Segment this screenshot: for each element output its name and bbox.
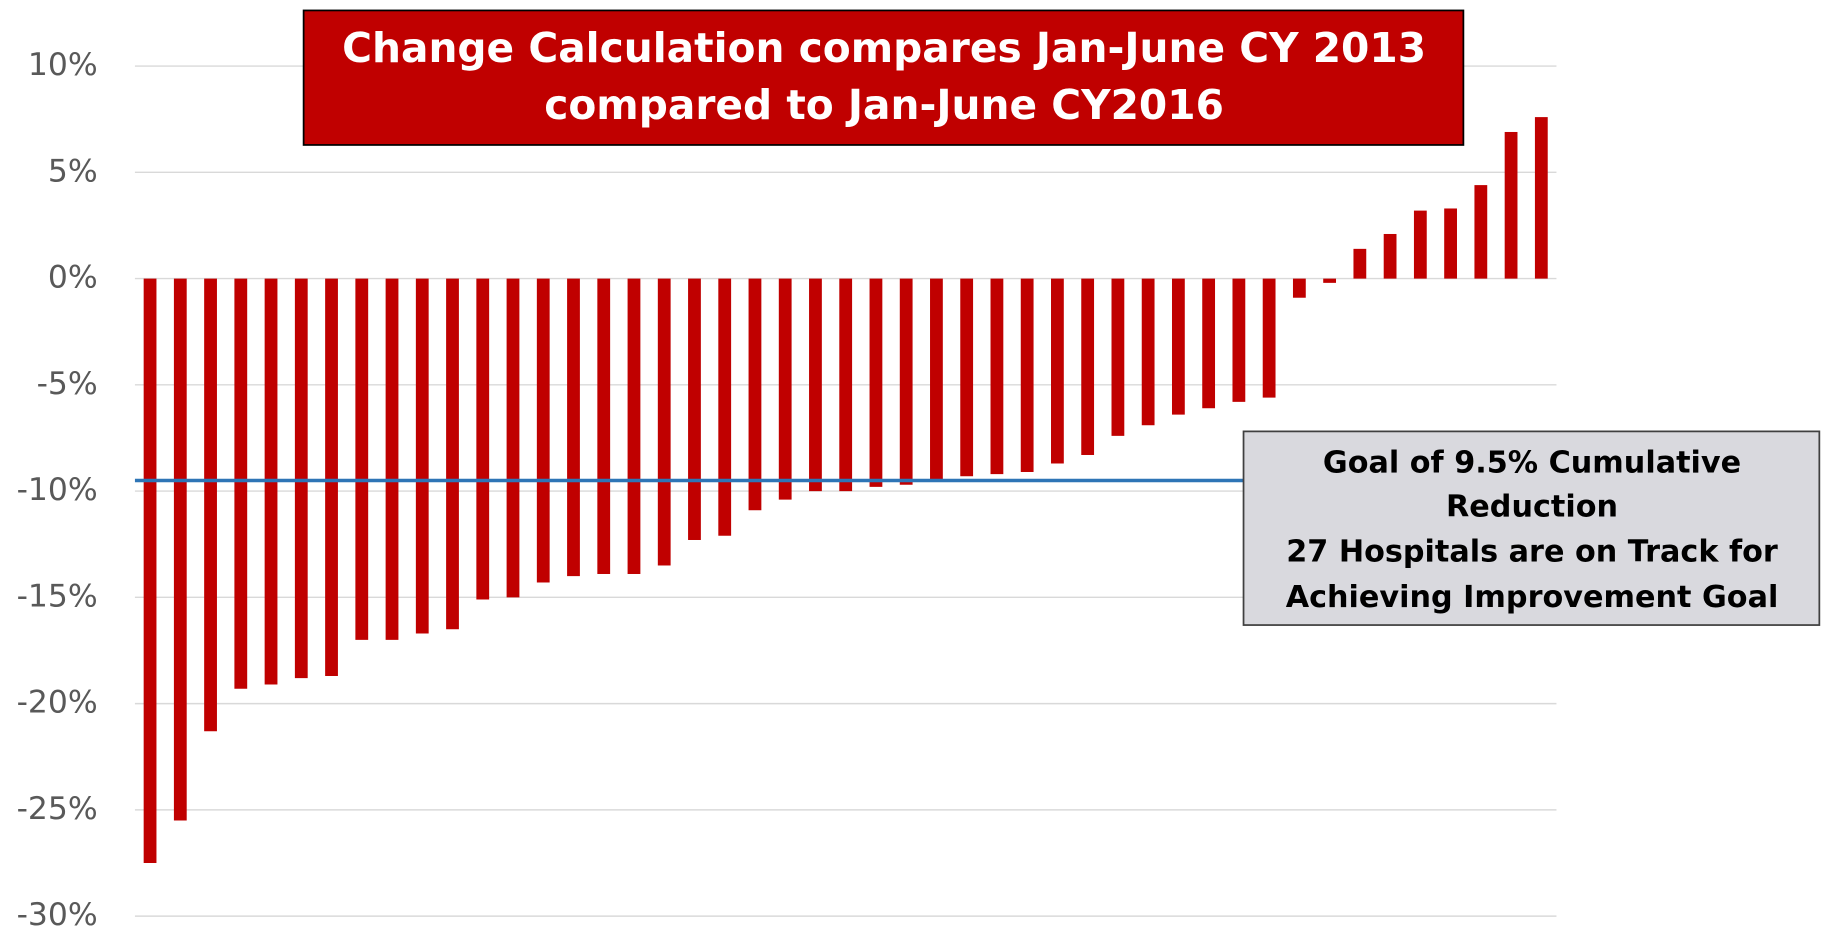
bar [446, 278, 459, 630]
bar [627, 278, 641, 574]
y-tick-label: -25% [17, 791, 98, 827]
bar [1383, 233, 1397, 279]
bar [990, 278, 1004, 475]
bar [294, 278, 308, 679]
bar [597, 278, 611, 574]
annotation: Reduction [1446, 489, 1618, 524]
bar [143, 278, 157, 863]
y-tick-label: 10% [28, 47, 98, 83]
bar [476, 278, 490, 600]
bar [1474, 185, 1488, 279]
bar [688, 278, 701, 540]
bar [718, 278, 732, 536]
y-tick-label: -5% [37, 366, 98, 402]
bar [748, 278, 762, 511]
bar [1202, 278, 1216, 409]
annotation: Goal of 9.5% Cumulative [1323, 445, 1741, 480]
bar [1413, 210, 1427, 279]
chart-title: compared to Jan-June CY2016 [544, 81, 1224, 129]
bar [839, 278, 853, 492]
title-box [302, 9, 1465, 146]
chart-title: Change Calculation compares Jan-June CY … [342, 24, 1426, 72]
bar [1232, 278, 1246, 402]
bar [325, 278, 338, 676]
bar [1323, 278, 1337, 283]
y-tick-label: -30% [17, 897, 98, 933]
bar [657, 278, 671, 566]
bar [809, 278, 822, 492]
bar [415, 278, 429, 634]
annotation: Achieving Improvement Goal [1286, 580, 1779, 615]
y-tick-label: -20% [17, 685, 98, 721]
bar [536, 278, 550, 583]
bar [1534, 117, 1548, 279]
bar [1292, 278, 1306, 298]
bar [204, 278, 217, 732]
y-tick-label: -10% [17, 472, 98, 508]
bar [385, 278, 399, 640]
bar [930, 278, 943, 481]
bar [506, 278, 520, 598]
bar [355, 278, 369, 640]
y-tick-label: -15% [17, 578, 98, 614]
bar [1141, 278, 1155, 426]
y-tick-label: 5% [48, 153, 98, 189]
y-tick-label: 0% [48, 260, 98, 296]
bar [899, 278, 913, 485]
bars [143, 117, 1548, 863]
bar [1081, 278, 1095, 455]
annotation-box [1242, 430, 1821, 626]
bar [778, 278, 792, 500]
bar [567, 278, 580, 577]
bar [173, 278, 187, 821]
bar [1020, 278, 1034, 472]
bar [1262, 278, 1276, 398]
bar [1504, 131, 1518, 279]
bar [1171, 278, 1185, 415]
bar [1111, 278, 1125, 436]
bar [960, 278, 974, 477]
bar [1051, 278, 1064, 464]
bar [869, 278, 883, 487]
bar [234, 278, 248, 689]
bar [1353, 248, 1367, 279]
y-axis: 10% 5% 0% -5% -10% -15% -20% -25% -30% [17, 47, 98, 933]
annotation: 27 Hospitals are on Track for [1286, 535, 1778, 570]
bar [1444, 208, 1457, 279]
